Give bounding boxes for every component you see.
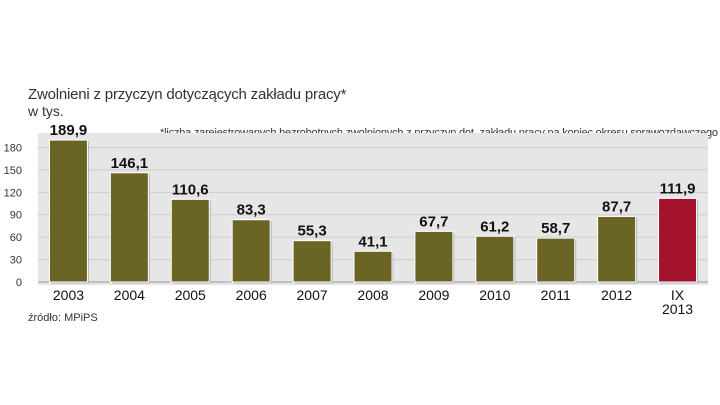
bar-ix-2013 xyxy=(658,197,698,283)
x-category-label: 2005 xyxy=(175,287,206,303)
y-tick-label: 60 xyxy=(10,232,22,244)
y-tick-label: 90 xyxy=(10,210,22,222)
bar-2005 xyxy=(170,198,210,283)
value-label: 146,1 xyxy=(111,155,149,172)
bar-2004 xyxy=(109,172,149,283)
x-category-label: 2008 xyxy=(357,287,388,303)
x-category-label: 2009 xyxy=(418,287,449,303)
value-label: 110,6 xyxy=(172,181,209,198)
x-category-label: 2013 xyxy=(662,301,693,317)
y-tick-label: 0 xyxy=(16,277,22,289)
chart-source: źródło: MPiPS xyxy=(28,312,98,324)
value-label: 41,1 xyxy=(358,233,387,250)
x-category-label: 2003 xyxy=(53,287,84,303)
y-tick-label: 30 xyxy=(10,255,22,267)
x-category-label: 2007 xyxy=(297,287,328,303)
value-label: 83,3 xyxy=(237,202,266,219)
chart-unit: w tys. xyxy=(28,103,64,119)
value-label: 61,2 xyxy=(480,218,509,235)
value-label: 55,3 xyxy=(297,223,326,240)
x-category-label: 2011 xyxy=(541,287,571,303)
value-label: 87,7 xyxy=(602,198,631,215)
bar-2011 xyxy=(536,237,576,283)
value-label: 58,7 xyxy=(541,220,570,237)
x-category-label: 2004 xyxy=(114,287,145,303)
x-category-label: 2006 xyxy=(236,287,267,303)
y-tick-label: 180 xyxy=(4,142,22,154)
value-label: 67,7 xyxy=(419,213,448,230)
bar-2010 xyxy=(475,235,515,283)
value-label: 189,9 xyxy=(50,122,88,139)
x-category-label: 2012 xyxy=(601,287,632,303)
bar-2008 xyxy=(353,250,393,283)
y-tick-label: 120 xyxy=(4,187,22,199)
value-label: 111,9 xyxy=(660,180,696,197)
bar-2006 xyxy=(231,219,271,283)
x-category-label: IX xyxy=(671,287,685,303)
bar-2009 xyxy=(414,230,454,283)
chart-title: Zwolnieni z przyczyn dotyczących zakładu… xyxy=(28,86,347,103)
bar-2012 xyxy=(597,215,637,283)
x-category-label: 2010 xyxy=(479,287,510,303)
bar-2003 xyxy=(48,139,88,283)
bar-2007 xyxy=(292,240,332,283)
y-tick-label: 150 xyxy=(4,165,22,177)
